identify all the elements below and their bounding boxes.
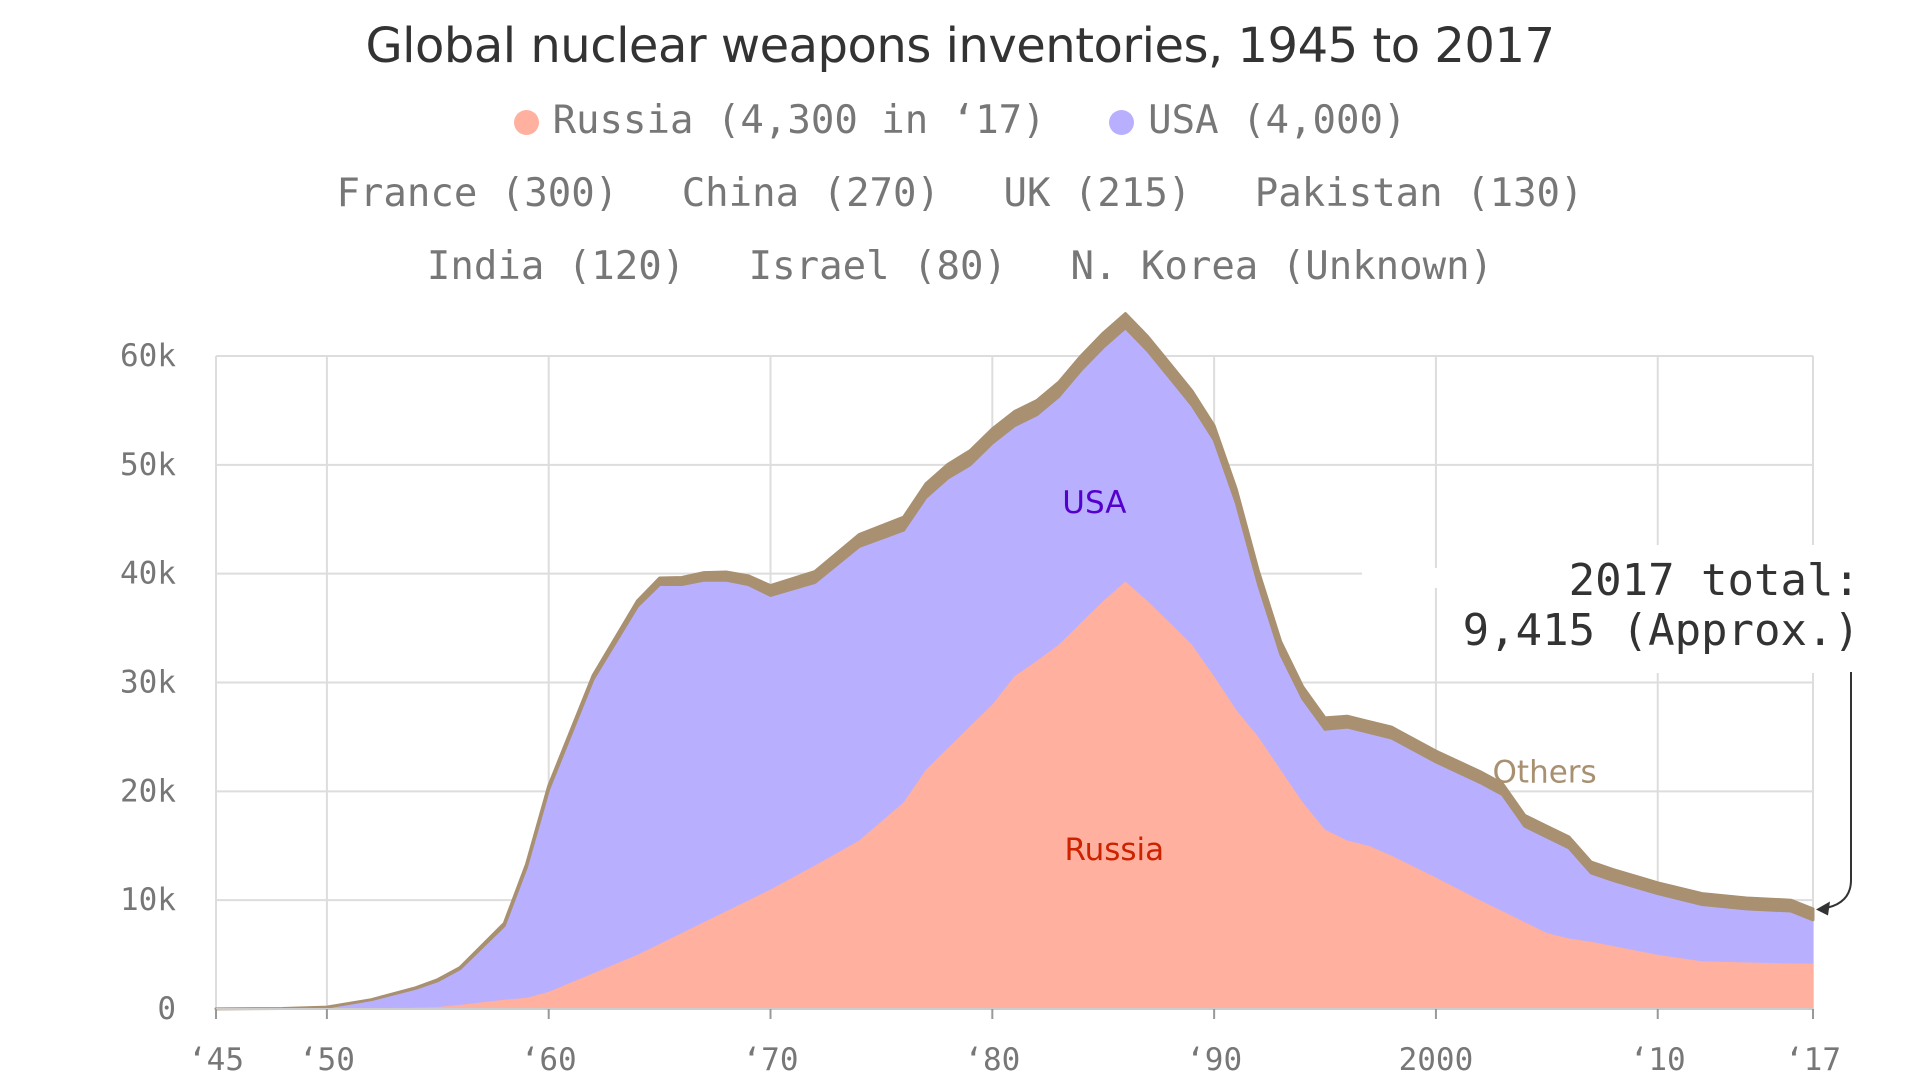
legend-label-india: India (120): [426, 244, 686, 289]
legend-row-main: Russia (4,300 in ‘17) USA (4,000): [0, 98, 1920, 143]
legend-row-others-2: India (120) Israel (80) N. Korea (Unknow…: [0, 244, 1920, 289]
legend-label-israel: Israel (80): [748, 244, 1007, 289]
legend-label-china: China (270): [681, 171, 940, 216]
annotation-gridline-mask: [1362, 568, 1442, 588]
legend-label-north-korea: N. Korea (Unknown): [1070, 244, 1494, 289]
series-label-russia: Russia: [1064, 832, 1164, 868]
y-tick-label: 10k: [120, 882, 176, 918]
annotation-background: [1440, 545, 1860, 673]
legend-dot-russia: [513, 110, 539, 135]
y-tick-label: 50k: [120, 447, 176, 483]
x-tick-label: ‘50: [299, 1042, 355, 1078]
annotation-arrow-head: [1816, 901, 1830, 916]
y-tick-label: 40k: [120, 556, 176, 592]
annotation-text-line: 9,415 (Approx.): [1463, 605, 1860, 656]
annotation-text-line: 2017 total:: [1569, 555, 1860, 606]
area-others: [214, 312, 1815, 1011]
legend-label-russia: Russia (4,300 in ‘17): [552, 98, 1046, 143]
y-tick-label: 20k: [120, 773, 176, 809]
annotation-arrow-line: [1822, 672, 1852, 910]
legend-label-uk: UK (215): [1003, 171, 1192, 216]
y-tick-label: 30k: [120, 665, 176, 701]
legend-label-usa: USA (4,000): [1148, 98, 1407, 143]
x-tick-label: ‘45: [188, 1042, 244, 1078]
x-tick-label: ‘10: [1630, 1042, 1686, 1078]
x-tick-label: ‘90: [1186, 1042, 1242, 1078]
legend-item-russia: Russia (4,300 in ‘17): [513, 98, 1046, 143]
y-tick-label: 0: [157, 991, 176, 1027]
x-tick-label: ‘70: [743, 1042, 799, 1078]
x-tick-label: ‘17: [1785, 1042, 1841, 1078]
series-label-others: Others: [1493, 755, 1597, 791]
x-tick-label: ‘60: [521, 1042, 577, 1078]
legend-dot-usa: [1109, 110, 1135, 135]
series-label-usa: USA: [1062, 485, 1126, 521]
x-tick-label: ‘80: [964, 1042, 1020, 1078]
x-tick-label: 2000: [1399, 1042, 1474, 1078]
legend-label-france: France (300): [336, 171, 619, 216]
legend-label-pakistan: Pakistan (130): [1254, 171, 1584, 216]
chart-title: Global nuclear weapons inventories, 1945…: [365, 18, 1555, 74]
y-tick-label: 60k: [120, 338, 176, 374]
legend-item-usa: USA (4,000): [1109, 98, 1406, 143]
legend-row-others-1: France (300) China (270) UK (215) Pakist…: [0, 171, 1920, 216]
